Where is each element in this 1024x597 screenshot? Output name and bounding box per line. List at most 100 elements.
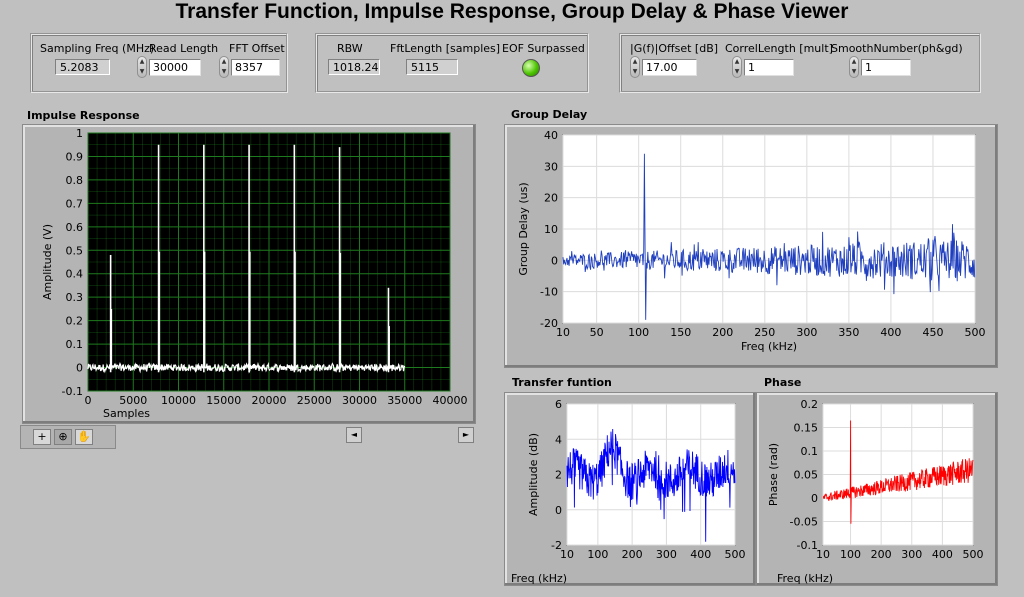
x-tick-label: 100	[840, 548, 861, 561]
x-tick-label: 40000	[433, 394, 468, 407]
x-tick-label: 150	[670, 326, 691, 339]
x-tick-label: 0	[85, 394, 92, 407]
x-tick-label: 300	[656, 548, 677, 561]
y-tick-label: 0	[76, 362, 83, 375]
y-tick-label: 0	[555, 504, 562, 517]
y-axis-label: Amplitude (dB)	[527, 433, 540, 516]
x-tick-label: 10	[556, 326, 570, 339]
x-tick-label: 500	[725, 548, 746, 561]
x-tick-label: 300	[901, 548, 922, 561]
y-tick-label: -0.05	[790, 516, 818, 529]
x-tick-label: 5000	[119, 394, 147, 407]
y-tick-label: 0.15	[794, 422, 819, 435]
x-tick-label: 500	[965, 326, 986, 339]
y-tick-label: -10	[540, 286, 558, 299]
x-tick-label: 500	[963, 548, 984, 561]
group-delay-chart[interactable]: 10 50 100 150 200 250 300 350 400 450 500 -20 -10 0 10…	[505, 125, 997, 367]
g-offset-input[interactable]: 17.00	[642, 59, 697, 76]
transfer-graph-frame: 10 100 200 300 400 500 -2 0 2 4 6 Freq (kHz) Amplitu…	[504, 392, 756, 586]
phase-line	[822, 420, 974, 524]
x-tick-label: 200	[622, 548, 643, 561]
x-tick-label: 20000	[252, 394, 287, 407]
transfer-title: Transfer funtion	[512, 376, 612, 389]
y-tick-label: 4	[555, 433, 562, 446]
y-tick-label: 1	[76, 127, 83, 140]
transfer-line	[566, 428, 736, 542]
x-tick-label: 10	[816, 548, 830, 561]
y-tick-label: 10	[544, 223, 558, 236]
correl-length-input[interactable]: 1	[744, 59, 794, 76]
sampling-freq-label: Sampling Freq (MHz)	[40, 42, 155, 55]
phase-chart[interactable]: 10 100 200 300 400 500 -0.1 -0.05 0 0.05 0.1 0.15 0.…	[757, 393, 997, 585]
y-tick-label: 6	[555, 398, 562, 411]
y-tick-label: -20	[540, 317, 558, 330]
x-tick-label: 250	[754, 326, 775, 339]
pan-icon[interactable]: ✋	[75, 429, 93, 445]
sampling-freq-indicator: 5.2083	[55, 59, 110, 75]
y-tick-label: -0.1	[62, 385, 83, 398]
phase-title: Phase	[764, 376, 802, 389]
group-delay-title: Group Delay	[511, 108, 588, 121]
phase-graph-frame: 10 100 200 300 400 500 -0.1 -0.05 0 0.05 0.1 0.15 0.…	[756, 392, 998, 586]
params-panel-2: RBW 1018.24 FftLength [samples] 5115 EOF…	[315, 33, 589, 93]
x-tick-label: 15000	[206, 394, 241, 407]
x-axis-label: Freq (kHz)	[777, 572, 833, 585]
x-tick-label: 400	[880, 326, 901, 339]
y-axis-label: Group Delay (us)	[517, 182, 530, 275]
eof-label: EOF Surpassed	[502, 42, 585, 55]
y-tick-label: 2	[555, 469, 562, 482]
correl-length-spin[interactable]: ▲ ▼	[732, 56, 742, 78]
group-delay-line	[562, 153, 976, 320]
group-delay-graph-frame: 10 50 100 150 200 250 300 350 400 450 500 -20 -10 0 10…	[504, 124, 998, 368]
y-tick-label: 0.8	[66, 174, 84, 187]
x-tick-label: 450	[922, 326, 943, 339]
impulse-title: Impulse Response	[27, 109, 140, 122]
x-tick-label: 200	[871, 548, 892, 561]
impulse-chart[interactable]: 0 5000 10000 15000 20000 25000 30000 35000 40000…	[23, 125, 475, 423]
smooth-number-label: SmoothNumber(ph&gd)	[831, 42, 963, 55]
y-tick-label: 0	[551, 254, 558, 267]
x-tick-label: 35000	[387, 394, 422, 407]
read-length-spin[interactable]: ▲ ▼	[137, 56, 147, 78]
scroll-right-button[interactable]: ►	[458, 427, 474, 443]
y-tick-label: 20	[544, 192, 558, 205]
fft-offset-input[interactable]: 8357	[231, 59, 280, 76]
impulse-noise-line	[87, 361, 406, 374]
y-tick-label: 0.1	[801, 445, 819, 458]
x-tick-label: 100	[628, 326, 649, 339]
scroll-left-button[interactable]: ◄	[346, 427, 362, 443]
x-tick-label: 10	[560, 548, 574, 561]
graph-palette: + ⊕ ✋	[20, 425, 116, 449]
params-panel-3: |G(f)|Offset [dB] ▲ ▼ 17.00 CorrelLength …	[619, 33, 981, 93]
smooth-number-spin[interactable]: ▲ ▼	[849, 56, 859, 78]
x-tick-label: 400	[690, 548, 711, 561]
g-offset-spin[interactable]: ▲ ▼	[630, 56, 640, 78]
x-tick-label: 30000	[342, 394, 377, 407]
eof-led	[522, 59, 540, 77]
y-tick-label: -2	[551, 539, 562, 552]
read-length-label: Read Length	[149, 42, 219, 55]
crosshair-icon[interactable]: +	[33, 429, 51, 445]
y-tick-label: 0.7	[66, 197, 84, 210]
impulse-graph-frame: 0 5000 10000 15000 20000 25000 30000 35000 40000…	[22, 124, 476, 424]
y-tick-label: 30	[544, 160, 558, 173]
page-title: Transfer Function, Impulse Response, Gro…	[175, 0, 849, 23]
read-length-input[interactable]: 30000	[149, 59, 201, 76]
x-tick-label: 100	[587, 548, 608, 561]
fft-offset-spin[interactable]: ▲ ▼	[219, 56, 229, 78]
y-tick-label: 0.9	[66, 150, 84, 163]
rbw-indicator: 1018.24	[328, 59, 380, 75]
zoom-icon[interactable]: ⊕	[54, 429, 72, 445]
y-tick-label: 0.4	[66, 268, 84, 281]
y-axis-label: Amplitude (V)	[41, 224, 54, 300]
y-tick-label: 0.2	[66, 315, 84, 328]
transfer-chart[interactable]: 10 100 200 300 400 500 -2 0 2 4 6 Freq (kHz) Amplitu…	[505, 393, 755, 585]
smooth-number-input[interactable]: 1	[861, 59, 911, 76]
y-tick-label: 0.5	[66, 244, 84, 257]
x-tick-label: 350	[838, 326, 859, 339]
y-tick-label: -0.1	[797, 539, 818, 552]
y-tick-label: 0.2	[801, 398, 819, 411]
x-tick-label: 300	[796, 326, 817, 339]
params-panel-1: Sampling Freq (MHz) 5.2083 Read Length ▲…	[30, 33, 288, 93]
x-tick-label: 200	[712, 326, 733, 339]
